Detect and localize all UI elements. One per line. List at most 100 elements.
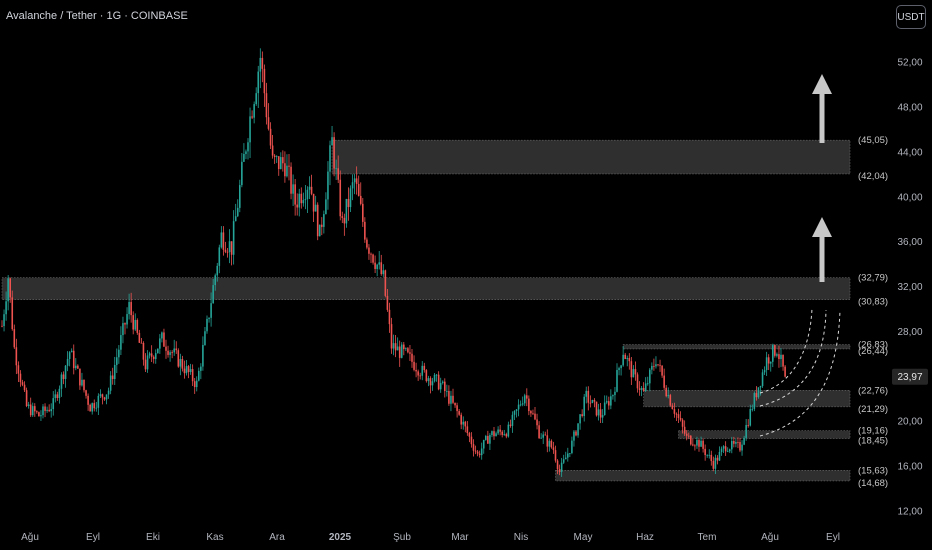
zone-high-label: (32,79) bbox=[858, 273, 888, 284]
candle bbox=[306, 186, 309, 214]
candle bbox=[232, 210, 235, 265]
candle bbox=[780, 348, 782, 368]
candle bbox=[610, 389, 612, 410]
candle bbox=[526, 388, 528, 407]
candle bbox=[99, 389, 102, 398]
candle bbox=[222, 226, 225, 256]
candle bbox=[429, 376, 432, 394]
candle bbox=[101, 393, 104, 405]
candle bbox=[185, 359, 188, 376]
candle bbox=[280, 152, 282, 170]
x-tick-label: Eyl bbox=[826, 532, 840, 543]
candle bbox=[259, 48, 262, 89]
zone-low-label: (21,29) bbox=[858, 404, 888, 415]
candle bbox=[195, 376, 198, 392]
candle bbox=[17, 361, 20, 383]
y-tick-label: 20,00 bbox=[897, 417, 922, 428]
candle bbox=[733, 436, 735, 448]
candle bbox=[542, 431, 544, 444]
candle bbox=[120, 326, 122, 355]
candle bbox=[318, 224, 321, 237]
candle bbox=[772, 343, 774, 368]
candle bbox=[1, 320, 3, 328]
candle bbox=[300, 187, 303, 209]
candle bbox=[243, 143, 245, 163]
candle bbox=[546, 429, 549, 453]
price-axis[interactable]: 12,0016,0020,0024,0028,0032,0036,0040,00… bbox=[888, 0, 932, 550]
candle bbox=[368, 244, 370, 260]
candle bbox=[685, 430, 688, 441]
zone-box bbox=[678, 430, 851, 439]
candle bbox=[698, 438, 700, 452]
candle bbox=[515, 408, 518, 418]
candle bbox=[513, 410, 516, 420]
candle bbox=[362, 197, 364, 227]
candle bbox=[77, 364, 79, 369]
candle bbox=[521, 396, 524, 407]
candle bbox=[724, 441, 727, 456]
candle bbox=[312, 193, 315, 222]
candle bbox=[150, 345, 153, 363]
candle bbox=[759, 385, 762, 396]
chart-title: Avalanche / Tether · 1G · COINBASE bbox=[6, 10, 188, 22]
currency-unit-button[interactable]: USDT bbox=[896, 5, 926, 29]
candle bbox=[655, 356, 657, 369]
candle bbox=[87, 393, 89, 411]
candle bbox=[249, 107, 251, 159]
candle bbox=[95, 401, 98, 412]
candle bbox=[321, 217, 323, 236]
candle bbox=[386, 289, 389, 312]
candle bbox=[681, 418, 684, 434]
candle bbox=[694, 444, 696, 451]
candle bbox=[665, 385, 667, 398]
candle bbox=[675, 412, 678, 422]
candle bbox=[692, 438, 694, 447]
candle bbox=[60, 372, 63, 397]
candle bbox=[355, 166, 358, 195]
time-axis[interactable]: Ağu Eyl Eki Kas Ara 2025 Şub Mar Nis May Haz Tem Ağu… bbox=[21, 532, 840, 543]
candle bbox=[673, 402, 676, 418]
candle bbox=[7, 275, 9, 311]
zones-layer: (45,05) (42,04) (32,79) (30,83) (26,83)(26,4… bbox=[1, 135, 888, 489]
candle bbox=[257, 65, 260, 108]
candle bbox=[464, 420, 467, 433]
candle bbox=[48, 404, 50, 413]
zone-low-label: (30,83) bbox=[858, 297, 888, 308]
candle bbox=[677, 408, 680, 424]
candle bbox=[478, 450, 481, 458]
candle bbox=[763, 366, 766, 375]
candle bbox=[183, 360, 186, 379]
candle bbox=[581, 409, 583, 418]
candle bbox=[630, 356, 633, 386]
candle bbox=[620, 364, 622, 376]
candle bbox=[323, 210, 325, 234]
candle bbox=[97, 393, 100, 415]
candle bbox=[394, 334, 397, 358]
candle bbox=[452, 388, 454, 405]
candle bbox=[378, 251, 380, 270]
candle bbox=[587, 386, 590, 411]
candle bbox=[710, 450, 713, 466]
candle bbox=[134, 313, 137, 332]
candle bbox=[753, 391, 756, 412]
candle bbox=[343, 213, 346, 236]
candle bbox=[126, 307, 128, 329]
candle bbox=[275, 155, 278, 164]
candle bbox=[499, 424, 501, 436]
candle bbox=[34, 403, 36, 417]
candle bbox=[476, 450, 479, 457]
candle bbox=[433, 373, 436, 383]
candle bbox=[138, 329, 141, 343]
candle bbox=[333, 132, 335, 177]
candle bbox=[390, 317, 393, 354]
candle bbox=[493, 427, 495, 440]
candle bbox=[339, 170, 342, 221]
candle bbox=[189, 363, 192, 375]
candle bbox=[66, 351, 69, 372]
candle bbox=[720, 446, 723, 456]
candle bbox=[495, 431, 497, 437]
candle bbox=[93, 399, 96, 412]
candle bbox=[357, 175, 360, 197]
candle bbox=[267, 103, 270, 131]
